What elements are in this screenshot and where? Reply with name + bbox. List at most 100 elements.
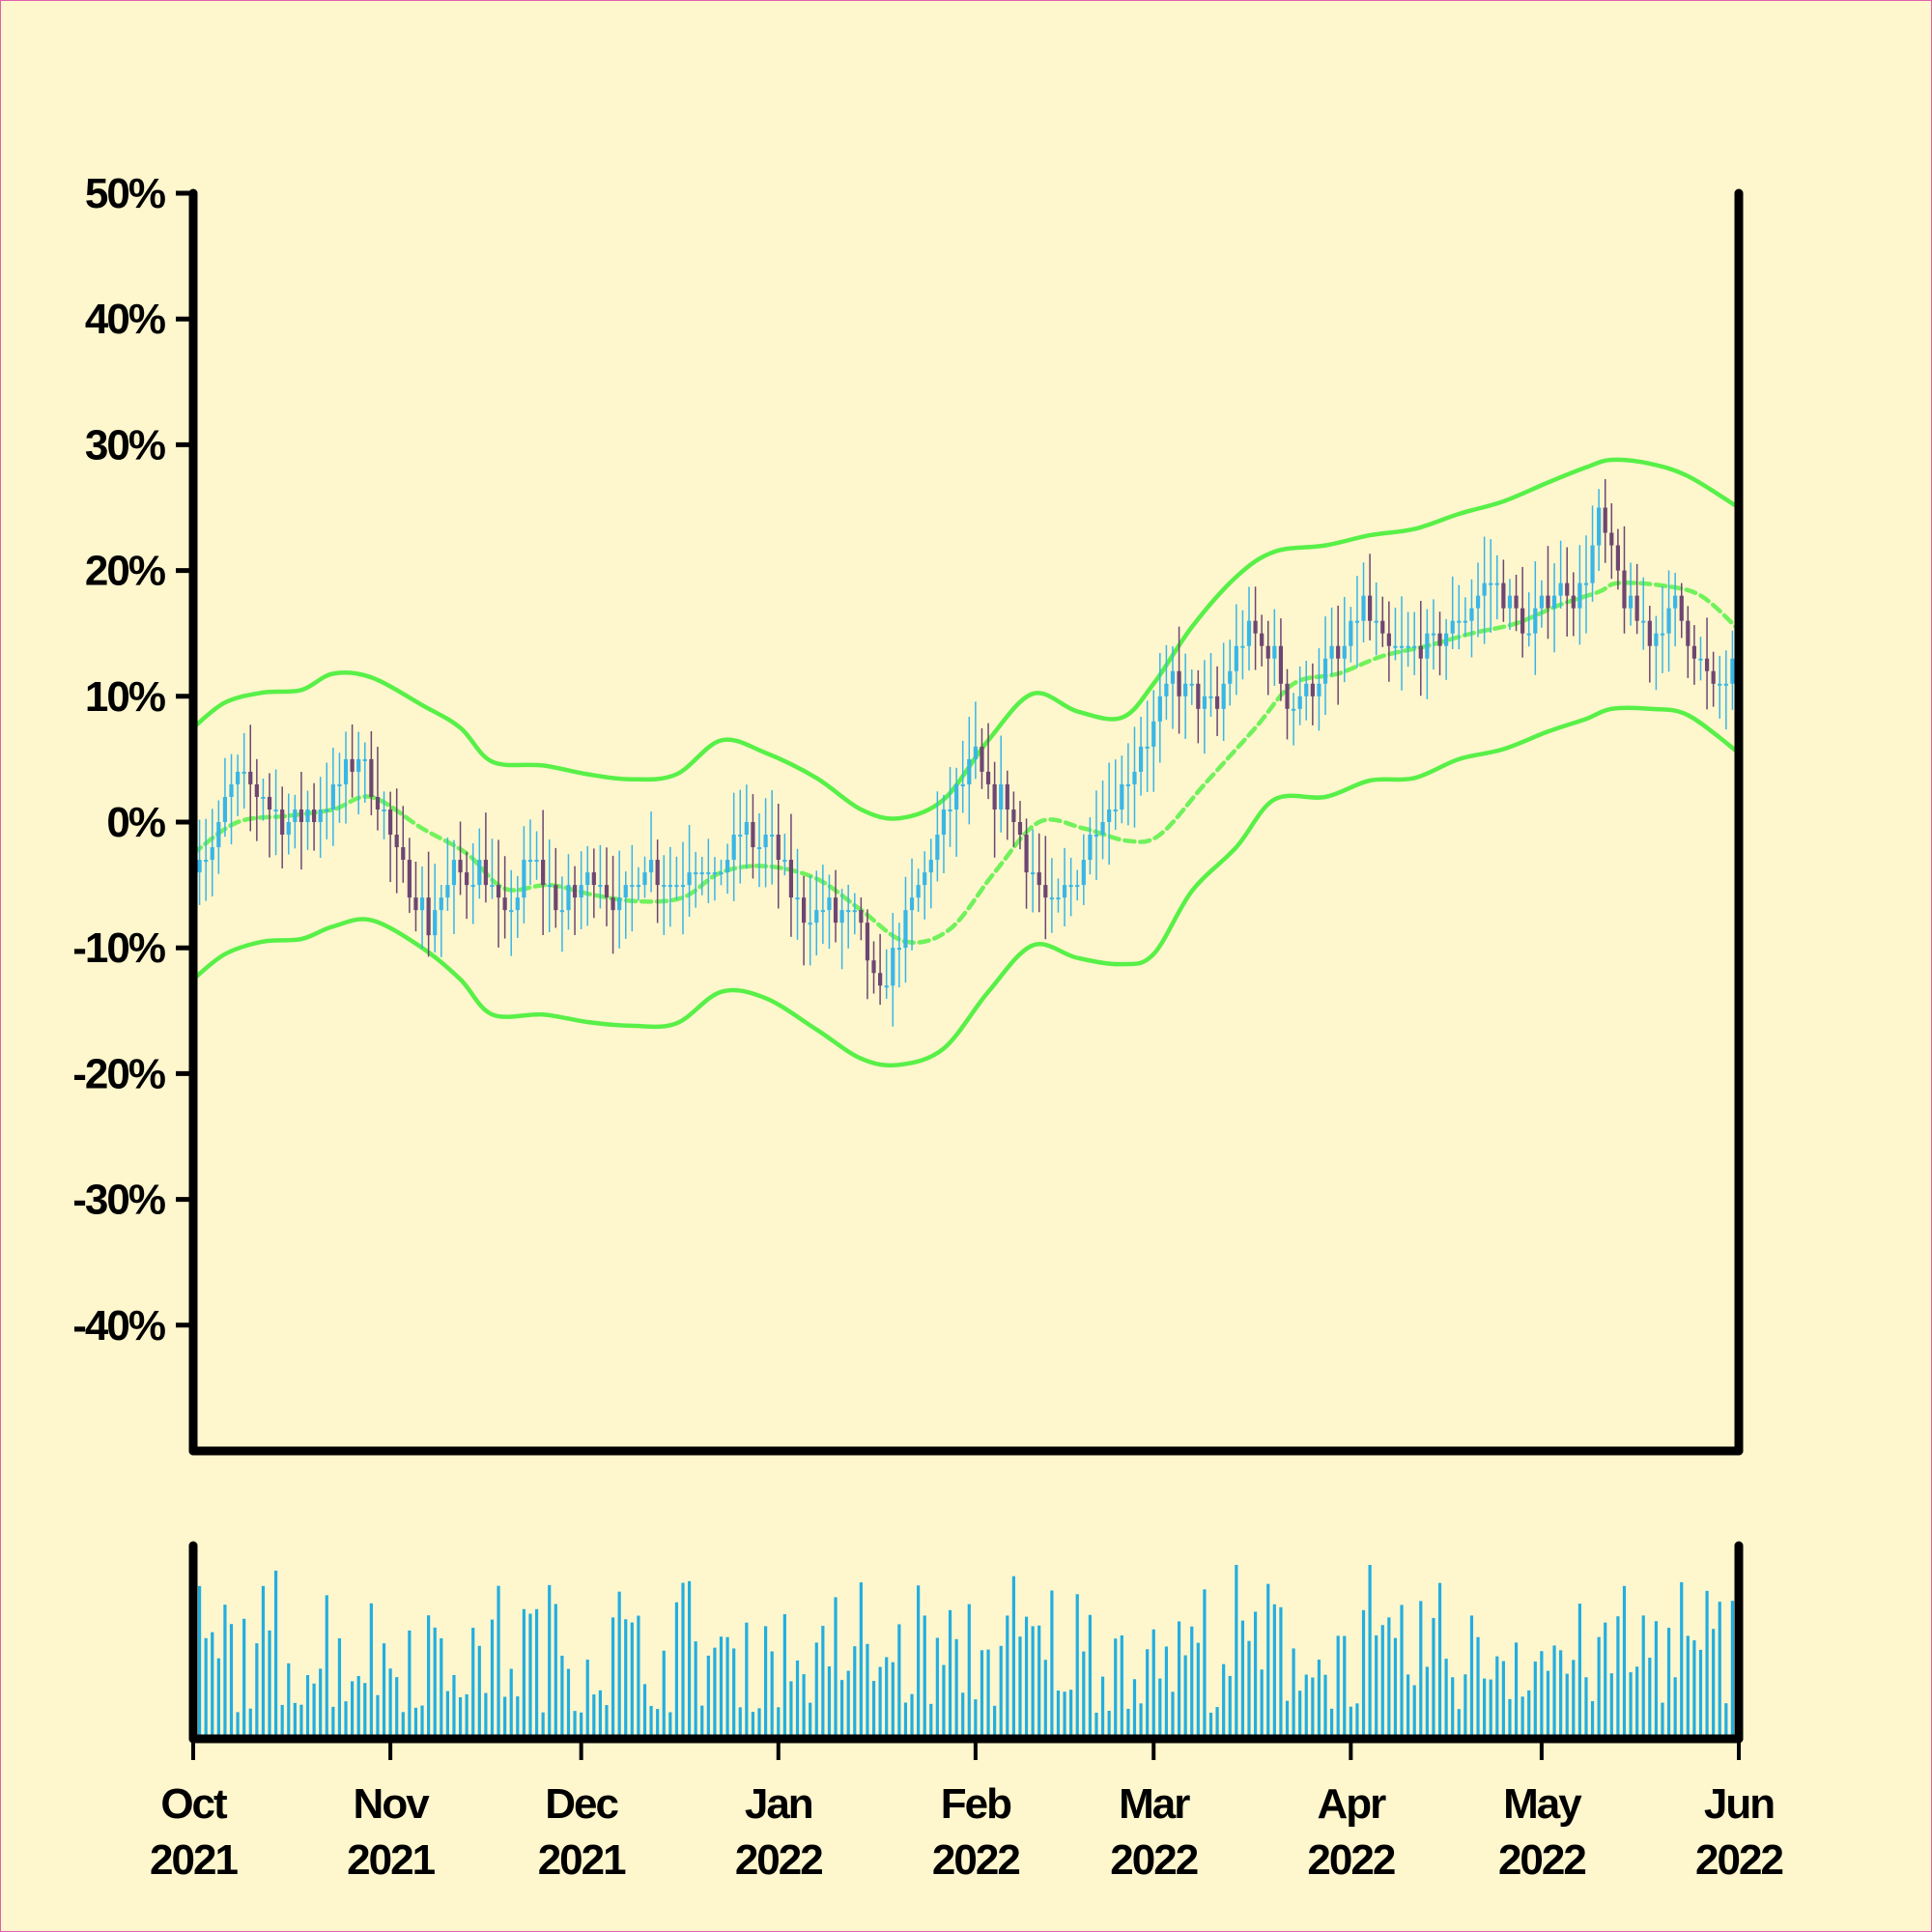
volume-bar — [1240, 1620, 1245, 1739]
volume-bar — [337, 1637, 342, 1739]
candle-body — [382, 809, 386, 811]
volume-bar — [1139, 1703, 1143, 1739]
volume-bar — [1050, 1590, 1054, 1739]
x-tick-year: 2021 — [538, 1836, 626, 1884]
volume-bar — [948, 1609, 952, 1739]
volume-bar — [878, 1666, 882, 1739]
candle-body — [1406, 645, 1410, 648]
candle-body — [325, 809, 329, 811]
volume-bar — [1527, 1690, 1531, 1739]
candle-body — [896, 948, 901, 951]
x-axis-ticks: Oct 2021 Nov 2021 Dec 2021 Jan 2022 Feb 2022 Mar 20… — [150, 1739, 1784, 1884]
candle-body — [1501, 582, 1506, 609]
volume-bar — [1375, 1634, 1378, 1739]
candle-body — [534, 860, 539, 863]
volume-bar — [986, 1649, 990, 1739]
axes-frame — [188, 188, 1744, 1744]
volume-bar — [1469, 1615, 1474, 1739]
volume-bar — [248, 1708, 252, 1739]
volume-bar — [1712, 1629, 1716, 1739]
volume-bar — [1489, 1679, 1492, 1739]
candle-body — [1125, 783, 1131, 786]
volume-bar — [1190, 1626, 1194, 1739]
candle-body — [1615, 545, 1620, 571]
volume-bar — [1037, 1625, 1041, 1739]
candle-body — [1068, 885, 1073, 888]
volume-bar — [1006, 1615, 1009, 1739]
candle-body — [1113, 809, 1118, 811]
volume-bar — [1132, 1679, 1137, 1739]
candle-body — [1164, 683, 1169, 696]
candle-body — [1196, 683, 1201, 709]
volume-bar — [1228, 1675, 1232, 1739]
volume-bar — [1609, 1673, 1613, 1739]
candle-body — [267, 796, 272, 810]
volume-bar — [1100, 1676, 1105, 1739]
volume-bar — [325, 1595, 328, 1739]
x-tick-year: 2022 — [1110, 1836, 1197, 1884]
candle-body — [1691, 645, 1697, 659]
y-tick-label: 40% — [85, 296, 165, 343]
volume-bar — [1476, 1636, 1480, 1739]
volume-bar — [980, 1650, 984, 1739]
candle-body — [1361, 595, 1366, 621]
candle-body — [928, 860, 933, 873]
candle-body — [891, 948, 895, 986]
candle-body — [286, 822, 291, 836]
volume-bar — [471, 1628, 475, 1739]
volume-bar — [789, 1681, 793, 1739]
y-tick-label: 10% — [85, 673, 165, 721]
candle-body — [1272, 645, 1277, 659]
candle-body — [401, 847, 406, 861]
volume-bar — [1285, 1700, 1290, 1739]
candle-body — [407, 860, 412, 898]
candle-body — [1005, 783, 1009, 810]
candle-body — [350, 758, 355, 772]
candle-body — [992, 783, 997, 810]
candle-body — [1412, 645, 1417, 648]
volume-bar — [522, 1608, 526, 1739]
candle-body — [878, 973, 883, 986]
candle-body — [1120, 783, 1124, 810]
candle-body — [496, 885, 501, 898]
candle-body — [941, 809, 947, 836]
volume-bar — [1419, 1601, 1423, 1739]
candle-body — [1437, 633, 1442, 646]
candle-body — [1539, 595, 1544, 609]
volume-bar — [1406, 1674, 1410, 1739]
candle-body — [960, 783, 965, 786]
candle-body — [1641, 620, 1646, 623]
candle-body — [591, 872, 596, 886]
y-axis-ticks: 50% 40% 30% 20% 10% 0% -10% -20% -30% -40% — [72, 170, 193, 1350]
volume-bar — [1412, 1685, 1416, 1739]
volume-bar — [1559, 1650, 1563, 1739]
volume-bar — [319, 1668, 323, 1739]
volume-bar — [974, 1699, 978, 1739]
volume-bar — [1724, 1703, 1728, 1739]
candle-body — [642, 872, 647, 886]
candle-body — [1094, 835, 1099, 838]
candle-body — [948, 809, 952, 811]
candle-body — [1285, 683, 1290, 709]
candle-body — [204, 860, 209, 863]
candle-body — [980, 746, 984, 772]
volume-bar — [1622, 1585, 1627, 1739]
candle-body — [846, 910, 851, 913]
candle-body — [293, 809, 298, 822]
candle-body — [280, 809, 285, 836]
candle-body — [865, 923, 870, 961]
volume-bar — [1107, 1711, 1111, 1739]
candle-body — [1049, 897, 1054, 900]
volume-bar — [1203, 1589, 1207, 1739]
candle-body — [515, 897, 520, 911]
candle-body — [1291, 708, 1296, 711]
candle-body — [1718, 683, 1722, 686]
candle-body — [1679, 595, 1684, 621]
candle-body — [611, 897, 615, 911]
volume-bar — [910, 1693, 914, 1739]
candle-body — [330, 783, 335, 810]
volume-bar — [1266, 1583, 1270, 1739]
candle-body — [1088, 835, 1093, 861]
volume-bar — [624, 1619, 628, 1739]
